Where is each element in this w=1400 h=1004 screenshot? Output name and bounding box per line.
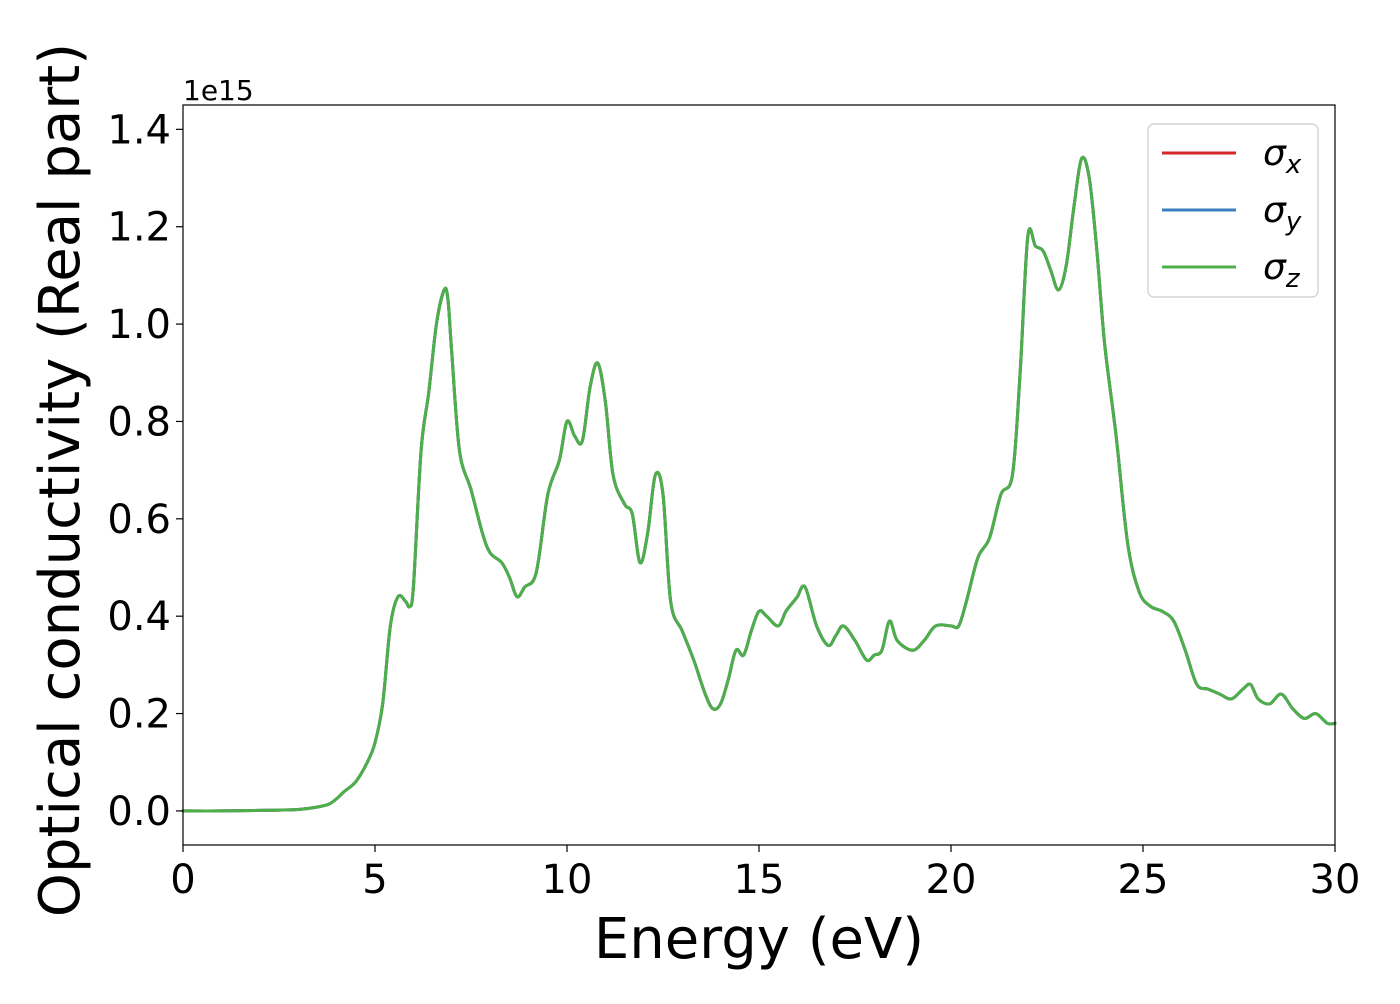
y-tick-label: 0.8 bbox=[107, 399, 171, 445]
y-tick-label: 0.6 bbox=[107, 497, 171, 543]
y-tick-label: 0.2 bbox=[107, 692, 171, 738]
legend-entry-sigma-x: σx bbox=[1162, 133, 1302, 180]
legend-label-symbol: σ bbox=[1263, 247, 1287, 288]
x-tick-label: 15 bbox=[734, 857, 785, 903]
x-tick-label: 0 bbox=[170, 857, 195, 903]
x-tick-label: 30 bbox=[1310, 857, 1361, 903]
legend-label: σx bbox=[1263, 133, 1302, 180]
legend-label-subscript: x bbox=[1285, 150, 1302, 180]
x-tick-label: 5 bbox=[362, 857, 387, 903]
legend-label-subscript: z bbox=[1285, 264, 1301, 294]
y-axis-title: Optical conductivity (Real part) bbox=[28, 43, 93, 917]
y-tick-label: 1.0 bbox=[107, 302, 171, 348]
y-tick-label: 0.0 bbox=[107, 789, 171, 835]
x-tick-label: 10 bbox=[542, 857, 593, 903]
y-tick-label: 0.4 bbox=[107, 594, 171, 640]
plot-area bbox=[181, 155, 1337, 813]
legend-entry-sigma-z: σz bbox=[1162, 247, 1301, 294]
x-axis-title: Energy (eV) bbox=[594, 907, 924, 972]
legend-label: σy bbox=[1263, 190, 1302, 237]
legend-label-symbol: σ bbox=[1263, 190, 1287, 231]
x-tick-label: 25 bbox=[1118, 857, 1169, 903]
y-offset-label: 1e15 bbox=[183, 74, 254, 107]
y-axis: 0.0 0.2 0.4 0.6 0.8 1.0 1.2 1.4 bbox=[107, 107, 183, 835]
y-tick-label: 1.4 bbox=[107, 107, 171, 153]
y-tick-label: 1.2 bbox=[107, 205, 171, 251]
legend-label-subscript: y bbox=[1285, 207, 1302, 237]
x-axis: 0 5 10 15 20 25 30 bbox=[170, 845, 1360, 903]
legend-label-symbol: σ bbox=[1263, 133, 1287, 174]
legend-entry-sigma-y: σy bbox=[1162, 190, 1302, 237]
x-tick-label: 20 bbox=[926, 857, 977, 903]
legend-label: σz bbox=[1263, 247, 1301, 294]
series-line-sigma-z bbox=[181, 155, 1337, 813]
